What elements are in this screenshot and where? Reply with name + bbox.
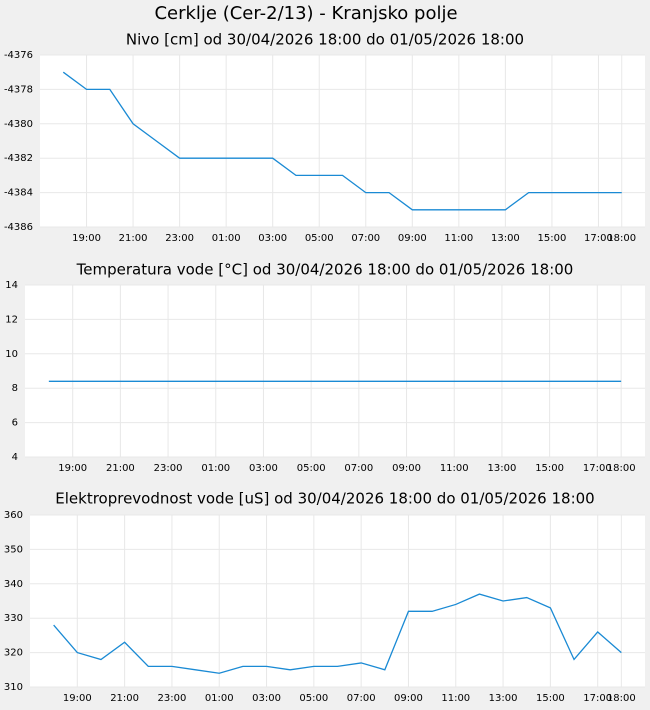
- chart-subtitle: Temperatura vode [°C] od 30/04/2026 18:0…: [76, 261, 574, 279]
- y-tick-label: 360: [4, 510, 23, 521]
- x-tick-label: 07:00: [351, 233, 380, 244]
- x-tick-label: 13:00: [488, 463, 517, 474]
- x-tick-label: 15:00: [535, 463, 564, 474]
- x-tick-label: 19:00: [63, 693, 92, 704]
- x-tick-label: 01:00: [212, 233, 241, 244]
- x-tick-label: 18:00: [607, 693, 636, 704]
- x-tick-label: 18:00: [607, 463, 636, 474]
- x-tick-label: 13:00: [489, 693, 518, 704]
- x-tick-label: 05:00: [297, 463, 326, 474]
- x-tick-label: 21:00: [106, 463, 135, 474]
- page-title: Cerklje (Cer-2/13) - Kranjsko polje: [154, 3, 457, 24]
- x-tick-label: 01:00: [205, 693, 234, 704]
- plot-area: [25, 285, 645, 457]
- chart-subtitle: Elektroprevodnost vode [uS] od 30/04/202…: [55, 490, 594, 508]
- x-tick-label: 03:00: [249, 463, 278, 474]
- x-tick-label: 17:00: [583, 693, 612, 704]
- x-tick-label: 07:00: [347, 693, 376, 704]
- y-tick-label: -4378: [4, 84, 33, 95]
- chart-subtitle: Nivo [cm] od 30/04/2026 18:00 do 01/05/2…: [126, 31, 524, 49]
- x-tick-label: 17:00: [583, 463, 612, 474]
- y-tick-label: 4: [12, 452, 18, 463]
- x-tick-label: 19:00: [58, 463, 87, 474]
- y-tick-label: 10: [5, 349, 18, 360]
- x-tick-label: 09:00: [394, 693, 423, 704]
- y-tick-label: 350: [4, 544, 23, 555]
- x-tick-label: 23:00: [158, 693, 187, 704]
- y-tick-label: -4382: [4, 153, 33, 164]
- x-tick-label: 03:00: [252, 693, 281, 704]
- x-tick-label: 15:00: [536, 693, 565, 704]
- x-tick-label: 03:00: [258, 233, 287, 244]
- x-tick-label: 19:00: [72, 233, 101, 244]
- y-tick-label: 340: [4, 579, 23, 590]
- y-tick-label: 6: [12, 418, 18, 429]
- x-tick-label: 11:00: [441, 693, 470, 704]
- y-tick-label: -4380: [4, 119, 33, 130]
- x-tick-label: 13:00: [491, 233, 520, 244]
- x-tick-label: 01:00: [201, 463, 230, 474]
- y-tick-label: -4386: [4, 222, 33, 233]
- data-line: [53, 593, 622, 674]
- x-tick-label: 21:00: [110, 693, 139, 704]
- x-tick-label: 23:00: [165, 233, 194, 244]
- plot-area: [40, 55, 645, 227]
- plot-area: [30, 515, 645, 687]
- x-tick-label: 21:00: [119, 233, 148, 244]
- x-tick-label: 09:00: [398, 233, 427, 244]
- x-tick-label: 18:00: [607, 233, 636, 244]
- y-tick-label: 8: [12, 383, 18, 394]
- x-tick-label: 11:00: [444, 233, 473, 244]
- x-tick-label: 17:00: [584, 233, 613, 244]
- y-tick-label: 12: [5, 314, 18, 325]
- x-tick-label: 05:00: [299, 693, 328, 704]
- y-tick-label: -4376: [4, 50, 33, 61]
- data-line: [62, 71, 622, 211]
- x-tick-label: 05:00: [305, 233, 334, 244]
- y-tick-label: 330: [4, 613, 23, 624]
- y-tick-label: 14: [5, 280, 18, 291]
- x-tick-label: 09:00: [392, 463, 421, 474]
- y-tick-label: -4384: [4, 188, 33, 199]
- y-tick-label: 310: [4, 682, 23, 693]
- x-tick-label: 23:00: [154, 463, 183, 474]
- x-tick-label: 15:00: [538, 233, 567, 244]
- x-tick-label: 07:00: [344, 463, 373, 474]
- x-tick-label: 11:00: [440, 463, 469, 474]
- y-tick-label: 320: [4, 648, 23, 659]
